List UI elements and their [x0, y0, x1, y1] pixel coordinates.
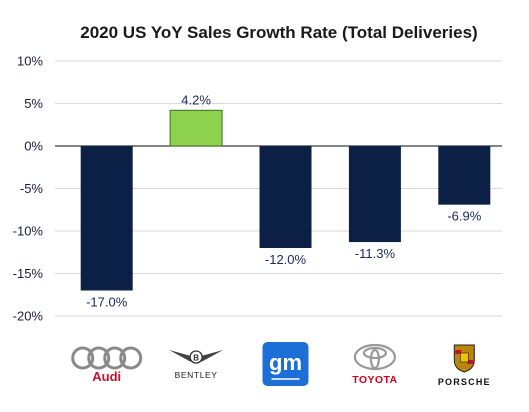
toyota-emblem-icon: TOYOTA — [352, 343, 397, 386]
bentley-b-glyph: B — [193, 354, 199, 363]
toyota-stem-ring — [369, 348, 380, 370]
data-label: -11.3% — [355, 246, 396, 261]
gm-icon: gm — [262, 342, 309, 386]
bars — [80, 109, 491, 291]
porsche-crest-icon: PORSCHE — [438, 344, 491, 387]
bar-porsche — [438, 146, 491, 205]
porsche-stripe — [455, 350, 462, 354]
data-label: -6.9% — [447, 209, 481, 224]
bentley-right-wing — [201, 350, 224, 362]
gm-wordmark: gm — [269, 350, 302, 375]
gm-badge — [262, 342, 309, 386]
y-tick-label: -5% — [20, 181, 44, 196]
bar-audi — [80, 146, 133, 291]
porsche-stripe — [467, 360, 474, 364]
y-tick-label: 5% — [24, 96, 43, 111]
data-label: -17.0% — [86, 295, 128, 310]
bar-bentley — [169, 109, 223, 147]
audi-wordmark: Audi — [92, 369, 121, 384]
y-tick-label: -10% — [13, 224, 44, 239]
y-tick-label: -20% — [13, 309, 44, 324]
data-label: -12.0% — [265, 252, 307, 267]
chart-title: 2020 US YoY Sales Growth Rate (Total Del… — [80, 23, 477, 42]
porsche-wordmark: PORSCHE — [438, 377, 491, 387]
audi-rings-icon: Audi — [71, 346, 143, 384]
audi-ring — [71, 346, 95, 370]
bar-toyota — [348, 146, 401, 243]
data-labels: -17.0% 4.2% -12.0% -11.3% -6.9% — [86, 92, 482, 309]
bentley-badge — [189, 350, 203, 364]
bentley-wordmark: BENTLEY — [175, 370, 218, 380]
brand-logos: Audi B BENTLEY gm TOYOTA PORSCHE — [71, 342, 491, 387]
y-axis-ticks: 10% 5% 0% -5% -10% -15% -20% — [13, 54, 44, 324]
bentley-wings-icon: B BENTLEY — [169, 350, 224, 380]
y-tick-label: 10% — [17, 54, 43, 69]
toyota-wordmark: TOYOTA — [352, 374, 397, 386]
bentley-left-wing — [169, 350, 192, 362]
data-label: 4.2% — [181, 92, 211, 107]
porsche-center — [459, 352, 469, 363]
y-tick-label: -15% — [13, 266, 44, 281]
audi-ring — [87, 346, 111, 370]
bar-gm — [259, 146, 312, 248]
audi-ring — [119, 346, 143, 370]
y-tick-label: 0% — [24, 139, 43, 154]
audi-ring — [103, 346, 127, 370]
toyota-inner-ring — [362, 346, 387, 360]
